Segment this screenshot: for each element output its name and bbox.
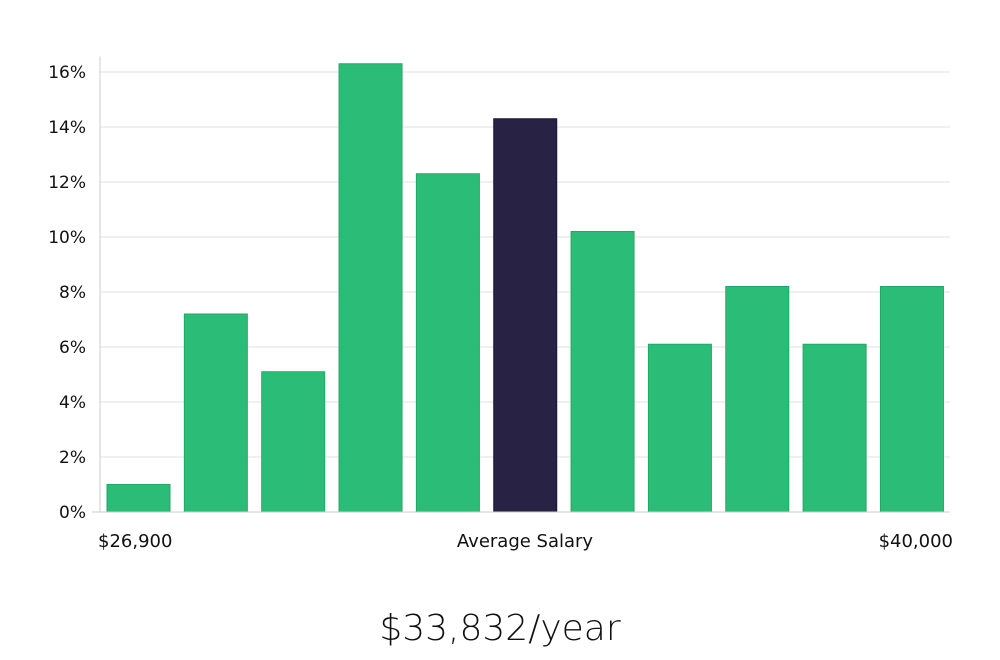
bar (725, 286, 790, 513)
bar (261, 371, 326, 513)
y-tick-labels: 0% 2% 4% 6% 8% 10% 12% 14% 16% (48, 63, 86, 523)
y-tick-label: 2% (59, 448, 86, 468)
bar (570, 231, 635, 513)
bar (183, 313, 248, 513)
x-axis-title: Average Salary (457, 531, 594, 552)
y-tick-label: 12% (48, 173, 86, 193)
y-tick-label: 6% (59, 338, 86, 358)
y-tick-label: 0% (59, 503, 86, 523)
x-axis-min-label: $26,900 (98, 531, 172, 552)
y-tick-label: 16% (48, 63, 86, 83)
y-tick-label: 10% (48, 228, 86, 248)
bar (647, 343, 712, 513)
bar (802, 343, 867, 513)
bar-highlighted (493, 118, 558, 513)
bars (106, 63, 944, 513)
y-tick-label: 14% (48, 118, 86, 138)
bar (879, 286, 944, 513)
bar (338, 63, 403, 513)
bar (106, 484, 171, 513)
y-tick-label: 4% (59, 393, 86, 413)
y-tick-label: 8% (59, 283, 86, 303)
x-axis-max-label: $40,000 (879, 531, 953, 552)
bar (415, 173, 480, 513)
average-salary-value: $33,832/year (379, 608, 621, 649)
salary-histogram-chart: 0% 2% 4% 6% 8% 10% 12% 14% 16% $26,900 Average S… (48, 56, 953, 552)
